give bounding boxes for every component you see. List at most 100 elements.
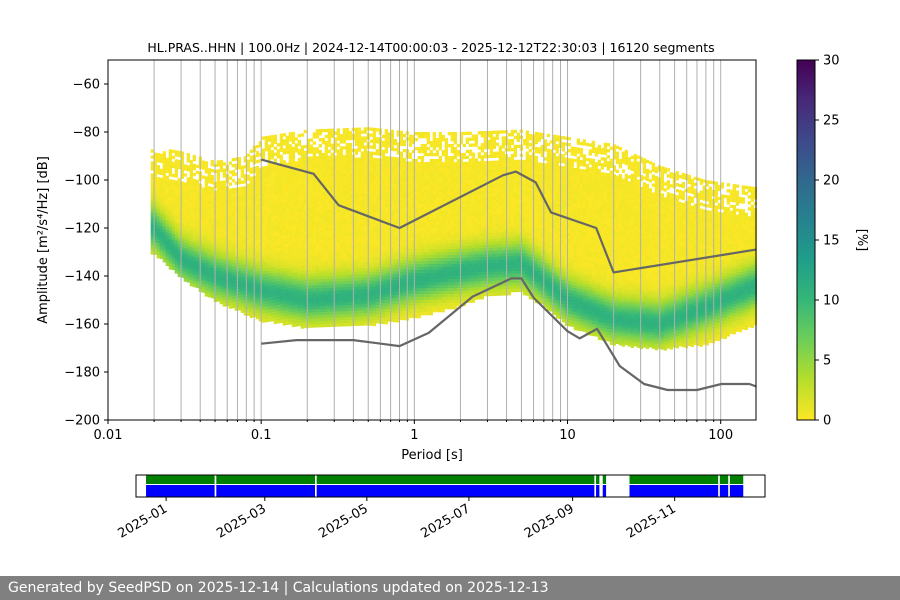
density-cell [210, 246, 214, 251]
density-cell [357, 265, 361, 269]
density-cell [363, 193, 367, 197]
density-cell [363, 199, 367, 203]
density-cell [390, 162, 394, 166]
density-cell [168, 182, 172, 186]
density-cell [339, 185, 343, 189]
density-cell [357, 289, 361, 293]
density-cell [303, 300, 307, 305]
density-cell [222, 234, 226, 238]
density-cell [375, 164, 379, 168]
density-cell [228, 245, 232, 249]
density-cell [183, 188, 187, 192]
density-cell [288, 219, 292, 223]
density-cell [390, 195, 394, 199]
density-cell [285, 237, 289, 242]
density-cell [318, 318, 322, 322]
density-cell [243, 222, 247, 226]
density-cell [273, 137, 277, 141]
density-cell [342, 317, 346, 321]
density-cell [192, 208, 196, 213]
density-cell [150, 239, 154, 243]
density-cell [300, 244, 304, 248]
density-cell [417, 276, 421, 280]
density-cell [153, 212, 157, 216]
density-cell [201, 244, 205, 248]
density-cell [333, 194, 337, 198]
density-cell [399, 274, 403, 278]
density-cell [345, 299, 349, 303]
density-cell [180, 217, 184, 221]
density-cell [177, 162, 181, 167]
density-cell [279, 319, 283, 323]
density-cell [165, 262, 169, 267]
density-cell [411, 290, 415, 295]
density-cell [315, 219, 319, 223]
density-cell [396, 283, 400, 287]
density-cell [330, 275, 334, 279]
density-cell [420, 288, 424, 292]
density-cell [363, 307, 367, 311]
density-cell [189, 244, 193, 248]
density-cell [219, 210, 223, 215]
density-cell [285, 216, 289, 221]
density-cell [354, 139, 358, 143]
density-cell [303, 210, 307, 215]
density-cell [318, 315, 322, 319]
density-cell [246, 294, 250, 298]
density-cell [399, 214, 403, 218]
density-cell [327, 248, 331, 253]
density-cell [402, 277, 406, 282]
density-cell [273, 260, 277, 264]
density-cell [411, 221, 415, 226]
density-cell [315, 309, 319, 313]
density-cell [384, 174, 388, 178]
density-cell [372, 307, 376, 312]
density-cell [183, 236, 187, 240]
density-cell [309, 177, 313, 181]
density-cell [246, 204, 250, 208]
density-cell [270, 225, 274, 229]
density-cell [336, 290, 340, 294]
density-cell [183, 173, 187, 177]
density-cell [153, 155, 157, 159]
density-cell [375, 314, 379, 318]
density-cell [258, 189, 262, 193]
density-cell [423, 276, 427, 280]
density-cell [243, 189, 247, 193]
density-cell [201, 238, 205, 242]
density-cell [210, 291, 214, 296]
density-cell [342, 188, 346, 192]
density-cell [375, 233, 379, 237]
density-cell [390, 180, 394, 184]
density-cell [372, 145, 376, 150]
density-cell [294, 287, 298, 291]
density-cell [177, 219, 181, 224]
density-cell [303, 189, 307, 194]
density-cell [297, 232, 301, 237]
density-cell [396, 178, 400, 182]
density-cell [216, 184, 220, 188]
density-cell [333, 311, 337, 315]
density-cell [354, 247, 358, 251]
density-cell [369, 187, 373, 191]
density-cell [303, 321, 307, 326]
density-cell [342, 254, 346, 258]
density-cell [174, 267, 178, 271]
density-cell [396, 244, 400, 248]
density-cell [375, 254, 379, 258]
density-cell [222, 267, 226, 271]
density-cell [201, 199, 205, 203]
density-cell [291, 161, 295, 166]
density-cell [297, 172, 301, 177]
density-cell [222, 246, 226, 250]
density-cell [240, 294, 244, 298]
density-cell [309, 201, 313, 205]
density-cell [294, 197, 298, 201]
density-cell [309, 321, 313, 325]
density-cell [318, 324, 322, 328]
density-cell [411, 200, 415, 205]
density-cell [333, 293, 337, 297]
density-cell [411, 230, 415, 235]
density-cell [345, 245, 349, 249]
density-cell [381, 242, 385, 247]
